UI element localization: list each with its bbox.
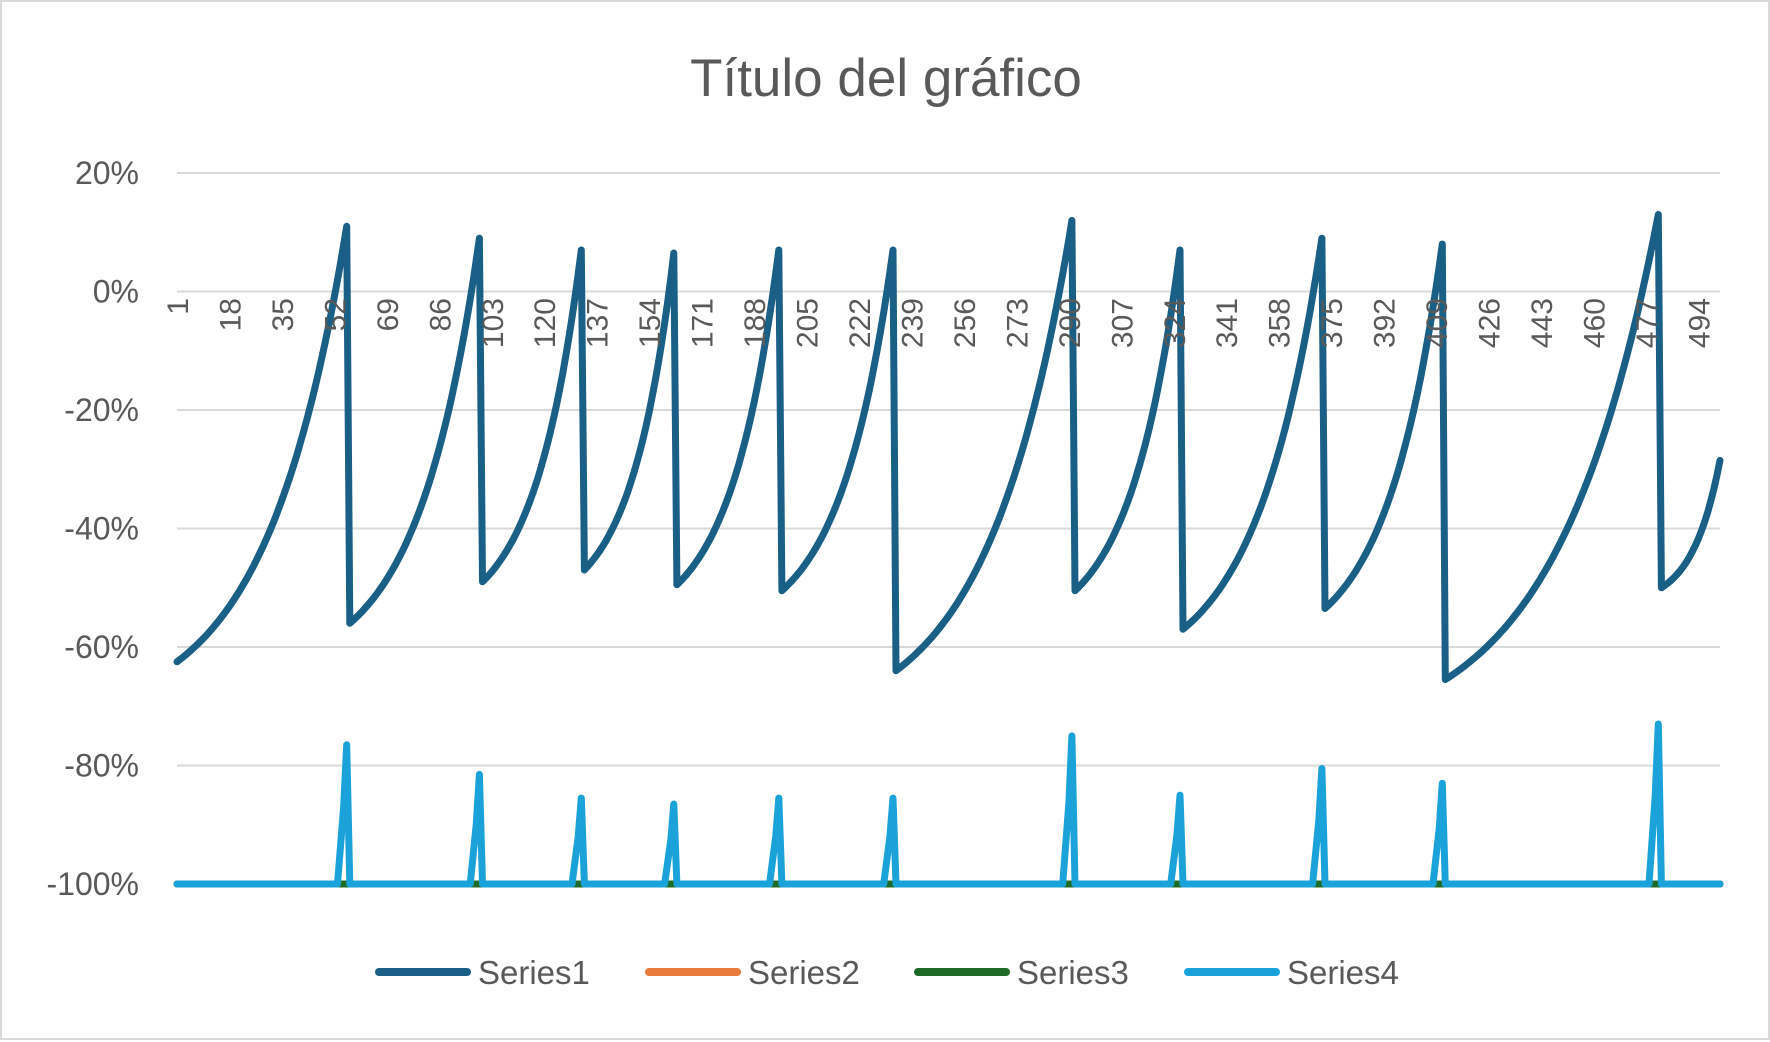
x-tick-label: 205	[792, 298, 825, 348]
x-tick-label: 120	[529, 298, 562, 348]
x-tick-label: 460	[1579, 298, 1612, 348]
x-tick-label: 307	[1106, 298, 1139, 348]
legend-label: Series2	[748, 954, 860, 991]
x-tick-label: 52	[319, 298, 352, 331]
y-tick-label: 20%	[75, 155, 139, 191]
x-tick-label: 324	[1159, 298, 1192, 348]
x-tick-label: 171	[687, 298, 720, 348]
legend-item-series3: Series3	[914, 954, 1129, 991]
x-tick-label: 154	[634, 298, 667, 348]
x-tick-label: 35	[267, 298, 300, 331]
series-line-series4	[173, 720, 1724, 888]
y-tick-label: -80%	[64, 748, 139, 784]
x-tick-label: 443	[1526, 298, 1559, 348]
legend-item-series4: Series4	[1184, 954, 1399, 991]
x-tick-label: 375	[1316, 298, 1349, 348]
x-tick-label: 290	[1054, 298, 1087, 348]
legend-label: Series1	[478, 954, 590, 991]
gridlines	[177, 172, 1720, 885]
x-tick-label: 409	[1421, 298, 1454, 348]
x-tick-label: 392	[1369, 298, 1402, 348]
x-tick-label: 137	[582, 298, 615, 348]
x-tick-label: 103	[477, 298, 510, 348]
x-tick-label: 188	[739, 298, 772, 348]
x-tick-label: 222	[844, 298, 877, 348]
x-tick-label: 477	[1631, 298, 1664, 348]
legend-label: Series4	[1287, 954, 1399, 991]
chart-title: Título del gráfico	[690, 49, 1082, 108]
x-tick-label: 273	[1001, 298, 1034, 348]
y-tick-label: -60%	[64, 629, 139, 665]
x-tick-label: 86	[424, 298, 457, 331]
x-tick-label: 358	[1264, 298, 1297, 348]
x-tick-label: 494	[1683, 298, 1716, 348]
x-tick-label: 1	[162, 298, 195, 315]
legend-label: Series3	[1017, 954, 1129, 991]
legend-item-series2: Series2	[645, 954, 860, 991]
series-line-series1	[173, 211, 1724, 684]
y-axis-tick-labels: 20% 0% -20% -40% -60% -80% -100%	[47, 155, 140, 902]
y-tick-label: -100%	[47, 866, 140, 902]
legend: Series1 Series2 Series3 Series4	[375, 954, 1399, 991]
x-tick-label: 69	[372, 298, 405, 331]
x-tick-label: 426	[1474, 298, 1507, 348]
legend-item-series1: Series1	[375, 954, 590, 991]
x-tick-label: 18	[215, 298, 248, 331]
x-tick-label: 239	[897, 298, 930, 348]
series-lines	[173, 211, 1724, 888]
y-tick-label: -40%	[64, 511, 139, 547]
y-tick-label: 0%	[93, 274, 139, 310]
y-tick-label: -20%	[64, 392, 139, 428]
x-tick-label: 341	[1211, 298, 1244, 348]
x-axis-tick-labels: 1 18 35 52 69 86 103 120 137 154 171 188 205 222 239 25…	[162, 298, 1716, 348]
x-tick-label: 256	[949, 298, 982, 348]
